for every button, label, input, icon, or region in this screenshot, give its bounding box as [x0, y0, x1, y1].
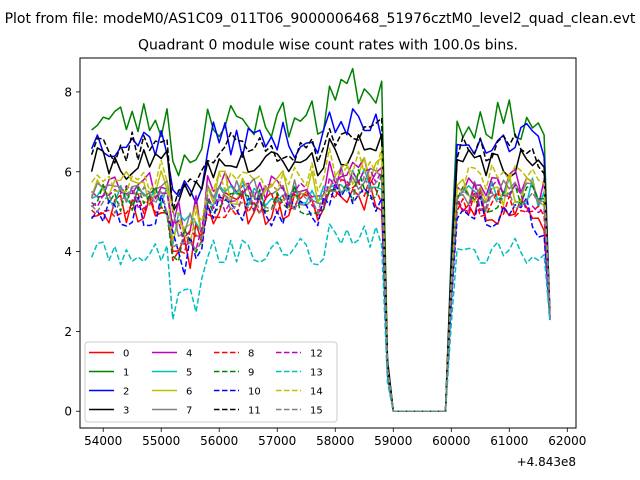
- y-tick-label: 0: [64, 405, 72, 419]
- series-line-12: [91, 168, 551, 412]
- x-tick-label: 61000: [490, 434, 528, 448]
- legend-label-6: 6: [186, 387, 192, 398]
- legend-label-3: 3: [123, 406, 129, 417]
- series-line-1: [91, 67, 551, 412]
- legend-label-12: 12: [310, 349, 323, 360]
- legend-label-11: 11: [248, 406, 261, 417]
- plot-frame: [79, 57, 577, 429]
- y-axis-ticks: 0 2 4 6 8: [64, 85, 80, 419]
- y-tick-label: 6: [64, 165, 72, 179]
- chart-title: Quadrant 0 module wise count rates with …: [138, 38, 518, 54]
- x-tick-label: 57000: [258, 434, 296, 448]
- legend-label-15: 15: [310, 406, 323, 417]
- series-line-9: [91, 169, 551, 412]
- series-line-13: [90, 223, 551, 412]
- x-tick-label: 55000: [142, 434, 180, 448]
- x-tick-label: 60000: [432, 434, 470, 448]
- x-tick-label: 56000: [200, 434, 238, 448]
- y-tick-label: 2: [64, 325, 72, 339]
- legend-label-0: 0: [123, 349, 129, 360]
- x-tick-label: 62000: [548, 434, 586, 448]
- legend-label-7: 7: [186, 406, 192, 417]
- x-axis-ticks: 54000 55000 56000 57000 58000 59000 60000 61000…: [84, 428, 586, 448]
- legend-label-9: 9: [248, 368, 254, 379]
- x-axis-offset-label: +4.843e8: [517, 455, 576, 469]
- figure-suptitle: Plot from file: modeM0/AS1C09_011T06_900…: [5, 11, 636, 27]
- series-line-14: [91, 146, 551, 412]
- legend-label-1: 1: [123, 368, 129, 379]
- legend-label-10: 10: [248, 387, 261, 398]
- legend-label-2: 2: [123, 387, 129, 398]
- legend-label-4: 4: [186, 349, 192, 360]
- series-line-11: [90, 117, 551, 412]
- x-tick-label: 59000: [374, 434, 412, 448]
- series-line-3: [90, 133, 551, 412]
- y-tick-label: 4: [64, 245, 72, 259]
- x-tick-label: 54000: [84, 434, 122, 448]
- legend-label-14: 14: [310, 387, 323, 398]
- legend-frame: [84, 341, 338, 423]
- x-tick-label: 58000: [316, 434, 354, 448]
- series-layer: [90, 67, 551, 412]
- legend-label-5: 5: [186, 368, 192, 379]
- y-tick-label: 8: [64, 85, 72, 99]
- series-line-15: [91, 175, 551, 412]
- legend-label-13: 13: [310, 368, 323, 379]
- legend-label-8: 8: [248, 349, 254, 360]
